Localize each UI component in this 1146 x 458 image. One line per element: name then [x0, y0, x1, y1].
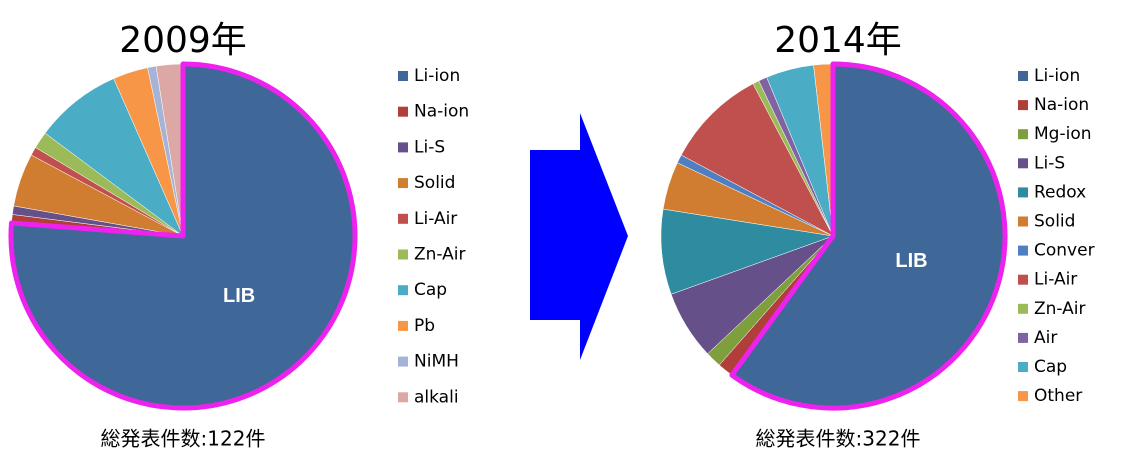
legend-swatch: [398, 213, 408, 224]
legend-swatch: [398, 320, 408, 331]
legend-swatch: [398, 178, 408, 189]
legend-swatch: [398, 106, 408, 117]
legend-label: alkali: [414, 387, 459, 407]
chart-title: 2014年: [774, 20, 902, 61]
chart-note: 総発表件数:322件: [756, 427, 921, 451]
chart-note: 総発表件数:122件: [101, 427, 266, 451]
legend-label: Li-S: [1034, 153, 1065, 173]
legend-label: Conver: [1034, 241, 1095, 261]
legend-swatch: [1018, 187, 1028, 198]
legend-label: Li-ion: [1034, 66, 1080, 86]
legend-label: Mg-ion: [1034, 124, 1092, 144]
legend-swatch: [1018, 245, 1028, 256]
legend-label: Na-ion: [1034, 95, 1089, 115]
legend-swatch: [1018, 303, 1028, 314]
legend-label: Air: [1034, 328, 1057, 348]
highlight-outline: [8, 61, 358, 411]
pie-slice: [680, 83, 834, 237]
slice-label: LIB: [895, 250, 927, 272]
legend-swatch: [1018, 71, 1028, 81]
pie-slice: [44, 78, 184, 237]
arrow: [530, 113, 628, 360]
legend-label: NiMH: [414, 352, 459, 372]
legend-label: Zn-Air: [1034, 299, 1086, 319]
legend-swatch: [1018, 274, 1028, 285]
legend-swatch: [1018, 391, 1028, 402]
chart-title: 2009年: [119, 20, 247, 61]
legend-label: Solid: [1034, 212, 1075, 232]
legend-label: Cap: [1034, 357, 1067, 377]
legend-swatch: [398, 249, 408, 260]
legend-label: Na-ion: [414, 102, 469, 122]
legend-label: Li-Air: [1034, 270, 1077, 290]
legend-swatch: [398, 71, 408, 81]
legend-label: Li-S: [414, 137, 445, 157]
legend-label: Li-Air: [414, 209, 457, 229]
legend-swatch: [1018, 158, 1028, 169]
legend-swatch: [1018, 332, 1028, 343]
legend-swatch: [398, 285, 408, 296]
legend-label: Pb: [414, 316, 435, 336]
legend-swatch: [1018, 216, 1028, 227]
legend-label: Cap: [414, 280, 447, 300]
highlight-outline: [729, 61, 1008, 411]
slice-label: LIB: [223, 285, 255, 307]
legend-label: Zn-Air: [414, 245, 466, 265]
legend-label: Other: [1034, 386, 1082, 406]
legend-swatch: [1018, 129, 1028, 140]
legend-swatch: [398, 392, 408, 403]
legend-label: Li-ion: [414, 66, 460, 86]
legend-swatch: [1018, 100, 1028, 111]
legend-swatch: [398, 142, 408, 153]
legend-label: Redox: [1034, 182, 1086, 202]
legend-swatch: [398, 356, 408, 367]
legend-swatch: [1018, 362, 1028, 372]
legend-label: Solid: [414, 173, 455, 193]
